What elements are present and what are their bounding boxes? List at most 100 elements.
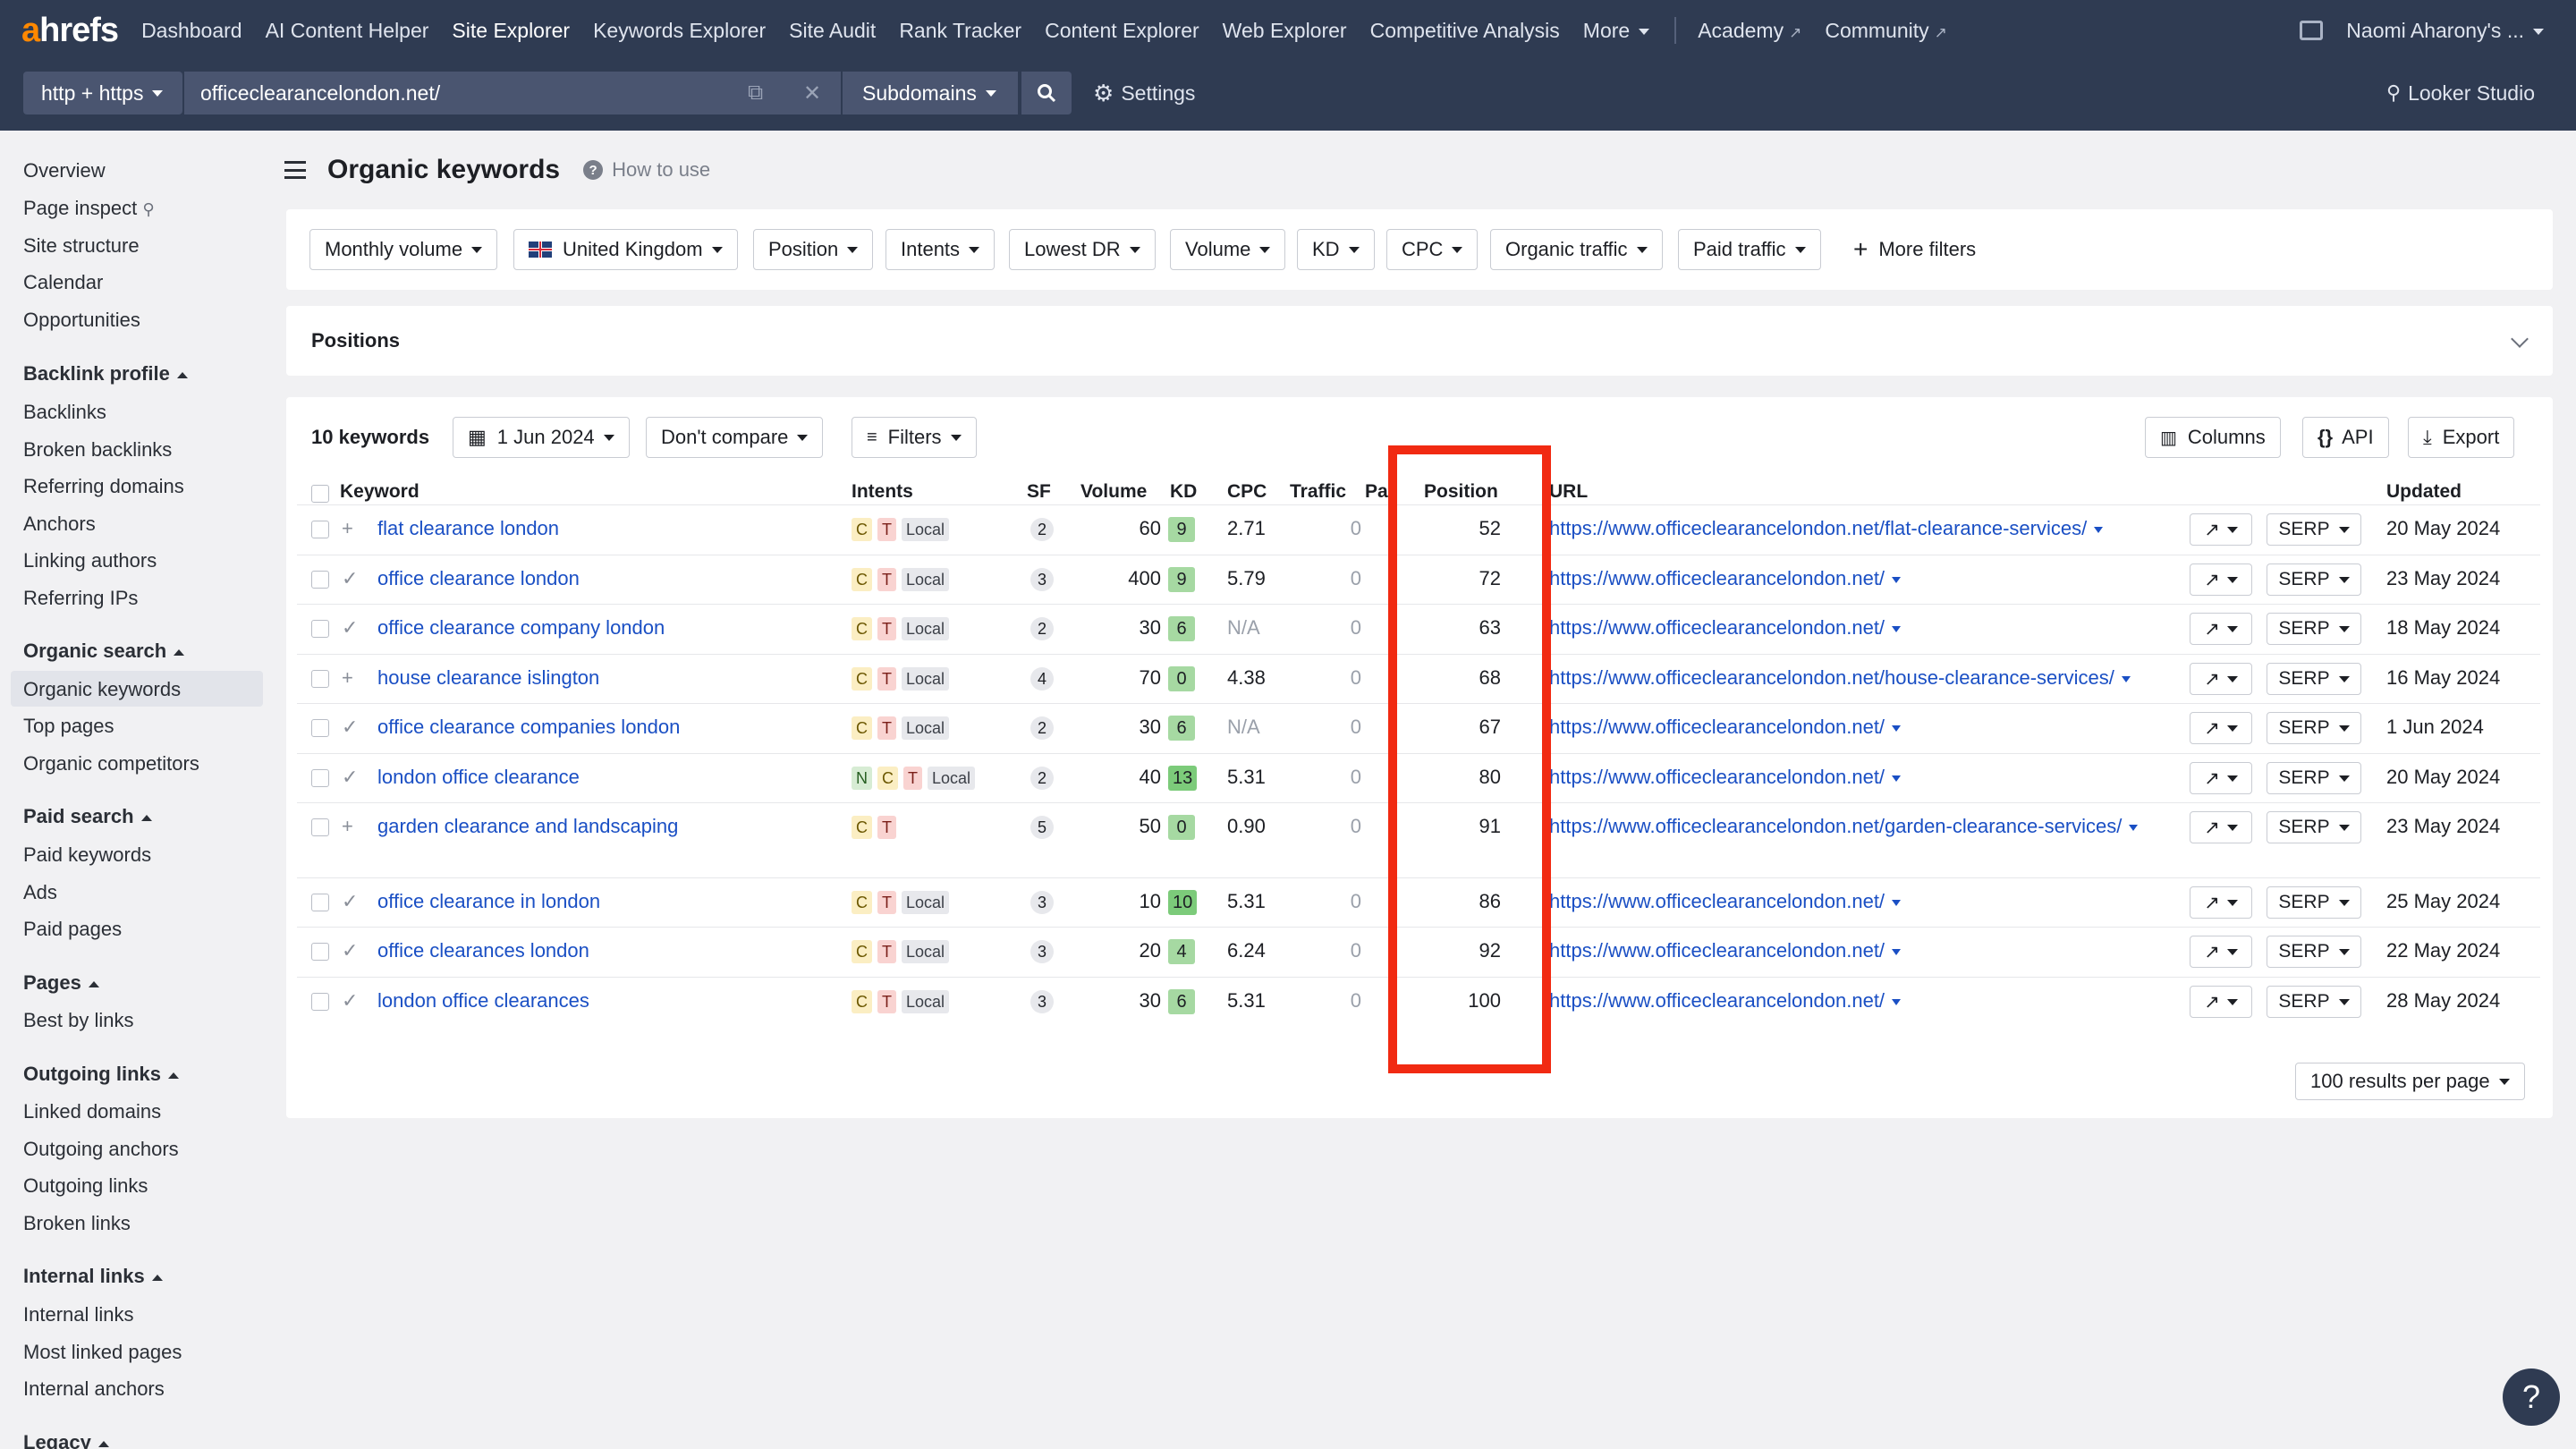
serp-features-count[interactable]: 4	[1030, 667, 1054, 691]
more-filters-button[interactable]: + More filters	[1839, 229, 1991, 270]
keyword-link[interactable]: flat clearance london	[377, 517, 560, 539]
serp-button[interactable]: SERP	[2267, 811, 2361, 843]
sidebar-item-outgoing-links[interactable]: Outgoing links	[23, 1174, 148, 1197]
keyword-link[interactable]: house clearance islington	[377, 666, 600, 689]
export-button[interactable]: ⤓ Export	[2408, 417, 2515, 458]
column-header-cpc[interactable]: CPC	[1227, 481, 1267, 502]
sidebar-section-internal-links[interactable]: Internal links	[23, 1265, 163, 1288]
serp-button[interactable]: SERP	[2267, 712, 2361, 744]
column-header-intents[interactable]: Intents	[852, 481, 913, 502]
sidebar-item-calendar[interactable]: Calendar	[23, 271, 104, 293]
filter-intents[interactable]: Intents	[886, 229, 996, 270]
clear-icon[interactable]: ✕	[803, 80, 822, 106]
serp-features-count[interactable]: 2	[1030, 518, 1054, 541]
ranking-url-link[interactable]: https://www.officeclearancelondon.net/ga…	[1549, 815, 2123, 837]
keyword-link[interactable]: office clearance companies london	[377, 716, 681, 738]
nav-web-explorer[interactable]: Web Explorer	[1222, 18, 1347, 42]
trend-button[interactable]: ↗	[2190, 811, 2252, 843]
row-checkbox[interactable]	[311, 818, 329, 836]
nav-site-explorer[interactable]: Site Explorer	[452, 18, 571, 42]
help-button[interactable]: ?	[2503, 1368, 2560, 1426]
api-button[interactable]: {} API	[2302, 417, 2389, 458]
nav-competitive-analysis[interactable]: Competitive Analysis	[1369, 18, 1560, 42]
keyword-link[interactable]: london office clearance	[377, 766, 580, 788]
filter-position[interactable]: Position	[753, 229, 874, 270]
row-checkbox[interactable]	[311, 943, 329, 961]
filter-volume[interactable]: Volume	[1170, 229, 1286, 270]
open-external-icon[interactable]: ⧉	[748, 80, 764, 105]
protocol-select[interactable]: http + https	[23, 72, 182, 114]
sidebar-section-organic-search[interactable]: Organic search	[23, 640, 185, 663]
sidebar-section-paid-search[interactable]: Paid search	[23, 805, 152, 828]
serp-features-count[interactable]: 5	[1030, 816, 1054, 839]
serp-button[interactable]: SERP	[2267, 663, 2361, 695]
column-header-url[interactable]: URL	[1549, 481, 1589, 502]
chevron-down-icon[interactable]	[1892, 998, 1902, 1005]
select-all-checkbox[interactable]	[311, 485, 329, 503]
column-header-kd[interactable]: KD	[1170, 481, 1198, 502]
keyword-link[interactable]: london office clearances	[377, 989, 589, 1012]
chevron-down-icon[interactable]	[1892, 576, 1902, 583]
looker-studio-button[interactable]: ⚲ Looker Studio	[2385, 80, 2535, 105]
column-header-keyword[interactable]: Keyword	[340, 481, 419, 502]
trend-button[interactable]: ↗	[2190, 986, 2252, 1018]
ranking-url-link[interactable]: https://www.officeclearancelondon.net/	[1549, 716, 1885, 738]
checkmark-icon[interactable]: ✓	[342, 766, 359, 788]
serp-button[interactable]: SERP	[2267, 936, 2361, 968]
column-header-updated[interactable]: Updated	[2386, 481, 2462, 502]
chevron-down-icon[interactable]	[1892, 625, 1902, 632]
how-to-use-link[interactable]: ? How to use	[583, 158, 710, 182]
sidebar-item-paid-pages[interactable]: Paid pages	[23, 918, 123, 940]
column-header-sf[interactable]: SF	[1027, 481, 1051, 502]
mode-select[interactable]: Subdomains	[843, 72, 1018, 114]
sidebar-section-pages[interactable]: Pages	[23, 971, 99, 995]
filter-lowest-dr[interactable]: Lowest DR	[1009, 229, 1156, 270]
serp-button[interactable]: SERP	[2267, 762, 2361, 794]
sidebar-item-site-structure[interactable]: Site structure	[23, 234, 140, 257]
checkmark-icon[interactable]: ✓	[342, 567, 359, 589]
trend-button[interactable]: ↗	[2190, 663, 2252, 695]
keyword-link[interactable]: office clearances london	[377, 939, 589, 962]
sidebar-item-top-pages[interactable]: Top pages	[23, 715, 114, 737]
serp-features-count[interactable]: 3	[1030, 891, 1054, 914]
add-keyword-icon[interactable]: +	[342, 666, 353, 689]
filter-monthly-volume[interactable]: Monthly volume	[309, 229, 498, 270]
sidebar-item-backlinks[interactable]: Backlinks	[23, 401, 106, 423]
column-header-position[interactable]: Position	[1424, 481, 1498, 502]
sidebar-item-internal-links[interactable]: Internal links	[23, 1303, 134, 1326]
serp-button[interactable]: SERP	[2267, 986, 2361, 1018]
trend-button[interactable]: ↗	[2190, 564, 2252, 596]
keyword-link[interactable]: garden clearance and landscaping	[377, 815, 679, 837]
nav-keywords-explorer[interactable]: Keywords Explorer	[593, 18, 767, 42]
row-checkbox[interactable]	[311, 521, 329, 538]
columns-button[interactable]: ▥ Columns	[2145, 417, 2281, 458]
nav-rank-tracker[interactable]: Rank Tracker	[899, 18, 1022, 42]
trend-button[interactable]: ↗	[2190, 886, 2252, 919]
checkmark-icon[interactable]: ✓	[342, 890, 359, 912]
serp-features-count[interactable]: 3	[1030, 568, 1054, 591]
sidebar-item-referring-domains[interactable]: Referring domains	[23, 475, 184, 497]
table-filters-button[interactable]: ≡ Filters	[852, 417, 977, 458]
column-header-traffic[interactable]: Traffic	[1290, 481, 1347, 502]
row-checkbox[interactable]	[311, 620, 329, 638]
sidebar-item-paid-keywords[interactable]: Paid keywords	[23, 843, 152, 866]
nav-academy[interactable]: Academy ↗	[1698, 18, 1802, 42]
row-checkbox[interactable]	[311, 670, 329, 688]
row-checkbox[interactable]	[311, 993, 329, 1011]
sidebar-item-organic-keywords[interactable]: Organic keywords	[23, 678, 182, 700]
row-checkbox[interactable]	[311, 894, 329, 911]
ranking-url-link[interactable]: https://www.officeclearancelondon.net/	[1549, 766, 1885, 788]
sidebar-item-outgoing-anchors[interactable]: Outgoing anchors	[23, 1138, 179, 1160]
ranking-url-link[interactable]: https://www.officeclearancelondon.net/	[1549, 567, 1885, 589]
positions-panel[interactable]: Positions	[286, 306, 2553, 376]
target-url-input[interactable]: officeclearancelondon.net/ ⧉ ✕	[184, 72, 841, 114]
nav-dashboard[interactable]: Dashboard	[141, 18, 242, 42]
serp-button[interactable]: SERP	[2267, 886, 2361, 919]
keyword-link[interactable]: office clearance company london	[377, 616, 665, 639]
chevron-down-icon[interactable]	[1892, 724, 1902, 732]
add-keyword-icon[interactable]: +	[342, 815, 353, 837]
serp-features-count[interactable]: 2	[1030, 767, 1054, 790]
checkmark-icon[interactable]: ✓	[342, 616, 359, 639]
keyword-link[interactable]: office clearance london	[377, 567, 580, 589]
nav-more[interactable]: More	[1583, 19, 1650, 43]
